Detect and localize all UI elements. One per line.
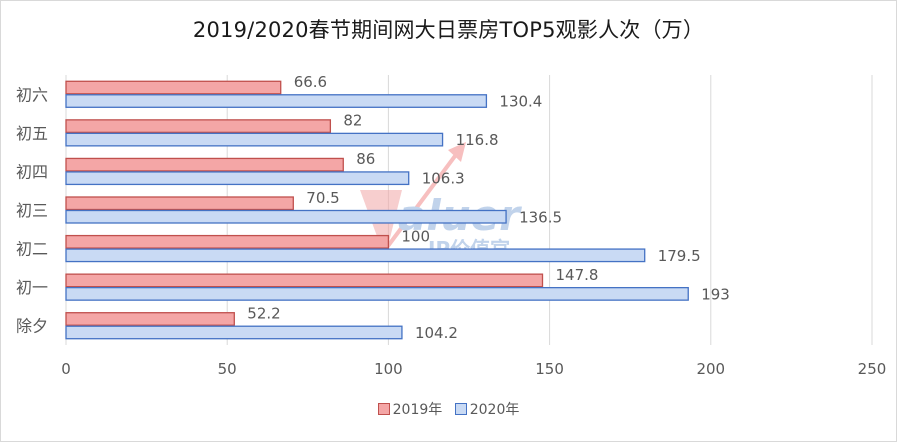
bar-2019年-除夕: [65, 312, 235, 326]
legend-item-2020: 2020年: [454, 399, 520, 419]
watermark-v-shape: [360, 190, 402, 258]
x-tick-label: 50: [218, 360, 237, 378]
x-tick-label: 250: [858, 360, 887, 378]
category-label: 初二: [16, 240, 48, 259]
bar-2020年-初四: [65, 171, 410, 186]
data-label: 104.2: [415, 324, 458, 342]
x-tick-label: 200: [696, 360, 725, 378]
data-label: 179.5: [658, 247, 701, 265]
x-tick-labels: 0 50 100 150 200 250: [61, 360, 886, 378]
bar-2020年-初五: [65, 132, 444, 147]
data-label: 106.3: [422, 170, 465, 188]
x-tick-label: 150: [535, 360, 564, 378]
category-label: 初六: [16, 85, 48, 104]
bar-series: [65, 80, 689, 340]
data-label: 82: [343, 112, 362, 130]
bar-2019年-初五: [65, 119, 332, 134]
bar-2019年-初四: [65, 157, 344, 172]
data-label: 52.2: [247, 304, 280, 322]
data-label: 147.8: [556, 266, 599, 284]
data-labels: 52.2 104.2 147.8 193 100 179.5 70.5 136.5 86 106.…: [247, 73, 730, 342]
category-label: 初四: [16, 162, 48, 181]
category-labels: 除夕 初一 初二 初三 初四 初五 初六: [16, 85, 48, 335]
data-label: 66.6: [294, 73, 327, 91]
legend-label-2020: 2020年: [469, 402, 520, 418]
category-label: 除夕: [16, 317, 48, 336]
legend-swatch-2020: [454, 403, 467, 415]
data-label: 136.5: [519, 208, 562, 226]
bar-2019年-初一: [65, 273, 544, 288]
bar-2019年-初二: [65, 234, 390, 249]
bar-2020年-初二: [65, 248, 646, 263]
category-label: 初五: [16, 124, 48, 143]
bar-2019年-初三: [65, 196, 294, 211]
watermark-arrow: [383, 150, 460, 252]
legend-swatch-2019: [377, 403, 390, 415]
bar-2020年-初一: [65, 286, 689, 301]
legend-label-2019: 2019年: [392, 402, 443, 418]
bar-2020年-初六: [65, 94, 488, 108]
chart-legend: 2019年 2020年: [0, 399, 897, 419]
data-label: 70.5: [306, 189, 339, 207]
data-label: 100: [401, 227, 430, 245]
chart-title: 2019/2020春节期间网大日票房TOP5观影人次（万）: [192, 18, 705, 42]
watermark-arrow-head: [448, 142, 466, 162]
data-label: 86: [356, 150, 375, 168]
legend-item-2019: 2019年: [377, 399, 443, 419]
category-label: 初一: [16, 278, 48, 297]
bar-2020年-除夕: [65, 325, 403, 340]
category-label: 初三: [16, 201, 48, 220]
bar-2020年-初三: [65, 209, 507, 224]
data-label: 130.4: [499, 93, 542, 111]
data-label: 193: [701, 285, 730, 303]
x-tick-label: 100: [374, 360, 403, 378]
bar-2019年-初六: [65, 80, 282, 95]
data-label: 116.8: [456, 131, 499, 149]
x-tick-label: 0: [61, 360, 71, 378]
